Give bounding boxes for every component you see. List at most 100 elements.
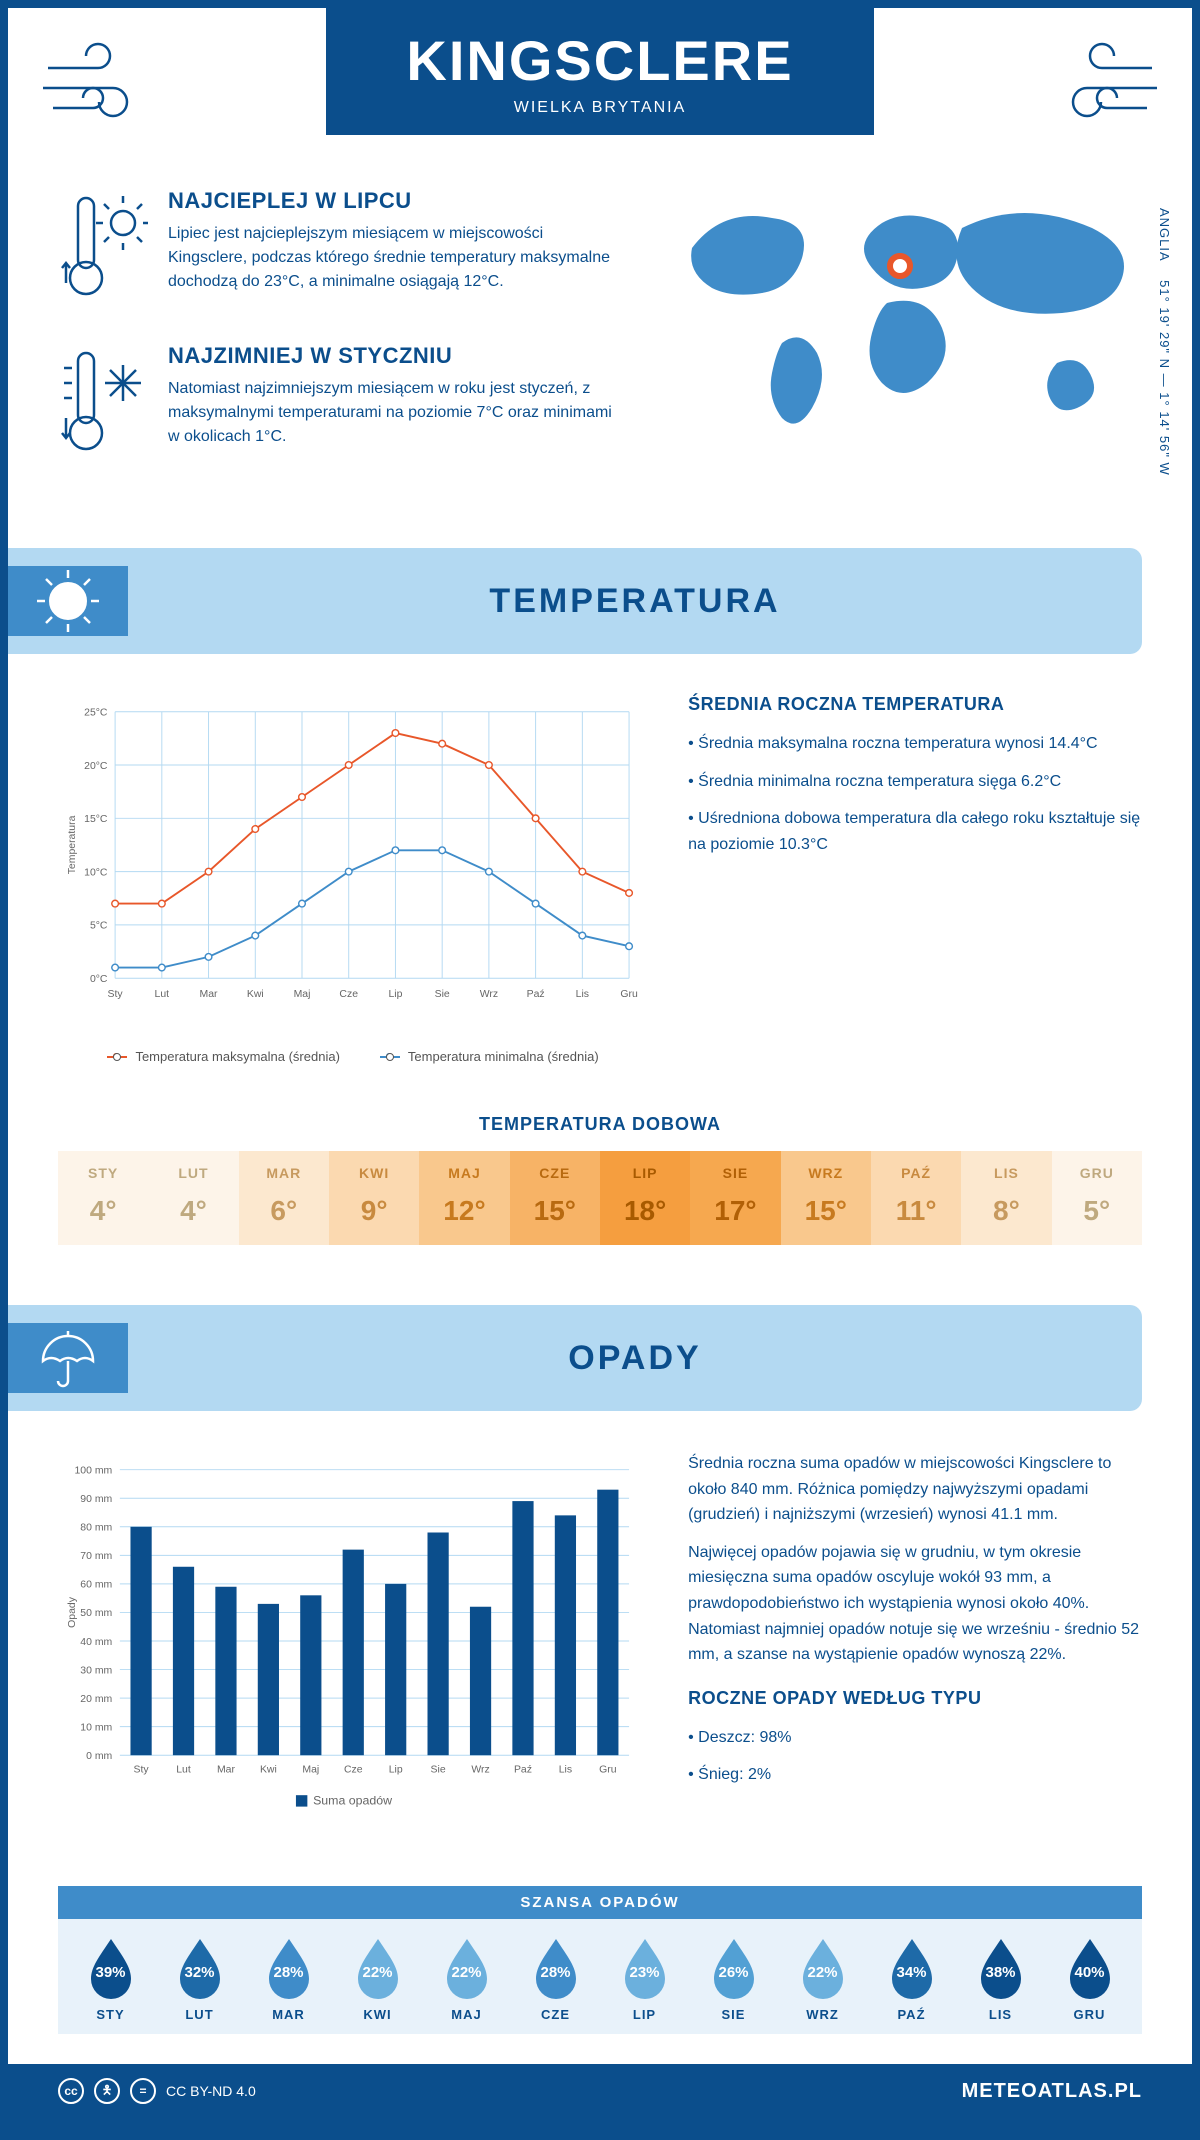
svg-text:Wrz: Wrz bbox=[471, 1764, 489, 1775]
footer: cc 🯅 = CC BY-ND 4.0 METEOATLAS.PL bbox=[8, 2064, 1192, 2118]
svg-text:Lip: Lip bbox=[388, 989, 402, 1000]
precip-chance-cell: 38% LIS bbox=[956, 1935, 1045, 2022]
precip-type-item: Śnieg: 2% bbox=[688, 1762, 1142, 1788]
coldest-summary: NAJZIMNIEJ W STYCZNIU Natomiast najzimni… bbox=[58, 343, 622, 468]
chance-value: 26% bbox=[718, 1964, 748, 1981]
svg-text:Lut: Lut bbox=[155, 989, 170, 1000]
warmest-text: Lipiec jest najcieplejszym miesiącem w m… bbox=[168, 222, 622, 294]
warmest-title: NAJCIEPLEJ W LIPCU bbox=[168, 188, 622, 214]
temperature-chart: 0°C5°C10°C15°C20°C25°CStyLutMarKwiMajCze… bbox=[58, 694, 648, 1064]
country-subtitle: WIELKA BRYTANIA bbox=[406, 99, 793, 117]
chance-value: 39% bbox=[95, 1964, 125, 1981]
thermometer-hot-icon bbox=[58, 188, 148, 313]
svg-text:Paź: Paź bbox=[514, 1764, 532, 1775]
svg-text:90 mm: 90 mm bbox=[80, 1494, 112, 1505]
chance-value: 22% bbox=[451, 1964, 481, 1981]
precip-chance-cell: 40% GRU bbox=[1045, 1935, 1134, 2022]
svg-text:Paź: Paź bbox=[527, 989, 545, 1000]
svg-text:Lis: Lis bbox=[559, 1764, 572, 1775]
precip-type-heading: ROCZNE OPADY WEDŁUG TYPU bbox=[688, 1688, 1142, 1709]
svg-text:Lip: Lip bbox=[389, 1764, 403, 1775]
svg-text:80 mm: 80 mm bbox=[80, 1523, 112, 1534]
legend-item: Temperatura maksymalna (średnia) bbox=[107, 1049, 339, 1064]
month-label: CZE bbox=[511, 2007, 600, 2022]
svg-text:Sie: Sie bbox=[435, 989, 450, 1000]
temp-text-heading: ŚREDNIA ROCZNA TEMPERATURA bbox=[688, 694, 1142, 715]
svg-text:Gru: Gru bbox=[599, 1764, 617, 1775]
chance-value: 22% bbox=[807, 1964, 837, 1981]
month-label: PAŹ bbox=[871, 1165, 961, 1181]
chance-value: 38% bbox=[985, 1964, 1015, 1981]
svg-text:Sie: Sie bbox=[431, 1764, 446, 1775]
temp-value: 6° bbox=[239, 1195, 329, 1227]
intro-row: NAJCIEPLEJ W LIPCU Lipiec jest najcieple… bbox=[8, 178, 1192, 528]
legend-item: Temperatura minimalna (średnia) bbox=[380, 1049, 599, 1064]
precip-chance-cell: 34% PAŹ bbox=[867, 1935, 956, 2022]
svg-text:Lis: Lis bbox=[576, 989, 589, 1000]
svg-text:Wrz: Wrz bbox=[480, 989, 498, 1000]
daily-temp-cell: MAR 6° bbox=[239, 1151, 329, 1245]
temp-value: 15° bbox=[510, 1195, 600, 1227]
svg-text:Temperatura: Temperatura bbox=[67, 815, 78, 874]
month-label: CZE bbox=[510, 1165, 600, 1181]
chance-value: 40% bbox=[1074, 1964, 1104, 1981]
raindrop-icon: 22% bbox=[352, 1935, 404, 1999]
month-label: SIE bbox=[690, 1165, 780, 1181]
chance-value: 28% bbox=[540, 1964, 570, 1981]
title-banner: KINGSCLERE WIELKA BRYTANIA bbox=[326, 8, 873, 135]
warmest-summary: NAJCIEPLEJ W LIPCU Lipiec jest najcieple… bbox=[58, 188, 622, 313]
svg-text:Kwi: Kwi bbox=[247, 989, 264, 1000]
precip-chance-cell: 22% KWI bbox=[333, 1935, 422, 2022]
svg-text:10 mm: 10 mm bbox=[80, 1722, 112, 1733]
svg-text:15°C: 15°C bbox=[84, 814, 108, 825]
daily-temp-cell: GRU 5° bbox=[1052, 1151, 1142, 1245]
month-label: MAJ bbox=[419, 1165, 509, 1181]
temp-value: 11° bbox=[871, 1195, 961, 1227]
coldest-text: Natomiast najzimniejszym miesiącem w rok… bbox=[168, 377, 622, 449]
precipitation-heading: OPADY bbox=[128, 1339, 1142, 1378]
temperature-content: 0°C5°C10°C15°C20°C25°CStyLutMarKwiMajCze… bbox=[8, 684, 1192, 1094]
svg-text:100 mm: 100 mm bbox=[74, 1465, 112, 1476]
temp-value: 15° bbox=[781, 1195, 871, 1227]
raindrop-icon: 39% bbox=[85, 1935, 137, 1999]
svg-text:Gru: Gru bbox=[620, 989, 638, 1000]
month-label: KWI bbox=[333, 2007, 422, 2022]
month-label: KWI bbox=[329, 1165, 419, 1181]
map-container: ANGLIA 51° 19' 29" N — 1° 14' 56" W bbox=[662, 188, 1142, 498]
wind-icon bbox=[1032, 38, 1162, 133]
license-block: cc 🯅 = CC BY-ND 4.0 bbox=[58, 2078, 256, 2104]
svg-text:5°C: 5°C bbox=[90, 921, 108, 932]
svg-text:Cze: Cze bbox=[344, 1764, 363, 1775]
temp-value: 4° bbox=[58, 1195, 148, 1227]
svg-text:30 mm: 30 mm bbox=[80, 1665, 112, 1676]
chance-value: 34% bbox=[896, 1964, 926, 1981]
temperature-heading: TEMPERATURA bbox=[128, 582, 1142, 621]
precip-chance-cell: 32% LUT bbox=[155, 1935, 244, 2022]
precip-chance-cell: 23% LIP bbox=[600, 1935, 689, 2022]
daily-temp-cell: WRZ 15° bbox=[781, 1151, 871, 1245]
temp-value: 9° bbox=[329, 1195, 419, 1227]
city-title: KINGSCLERE bbox=[406, 28, 793, 93]
svg-text:Mar: Mar bbox=[200, 989, 219, 1000]
intro-summaries: NAJCIEPLEJ W LIPCU Lipiec jest najcieple… bbox=[58, 188, 622, 498]
month-label: WRZ bbox=[778, 2007, 867, 2022]
precip-type-item: Deszcz: 98% bbox=[688, 1725, 1142, 1751]
precip-chance-title: SZANSA OPADÓW bbox=[58, 1886, 1142, 1919]
lon-label: 1° 14' 56" W bbox=[1157, 392, 1172, 476]
thermometer-cold-icon bbox=[58, 343, 148, 468]
month-label: SIE bbox=[689, 2007, 778, 2022]
month-label: LIS bbox=[956, 2007, 1045, 2022]
lat-label: 51° 19' 29" N bbox=[1157, 280, 1172, 369]
svg-text:70 mm: 70 mm bbox=[80, 1551, 112, 1562]
svg-text:40 mm: 40 mm bbox=[80, 1637, 112, 1648]
precip-chance-cell: 22% WRZ bbox=[778, 1935, 867, 2022]
month-label: STY bbox=[66, 2007, 155, 2022]
daily-temp-cell: KWI 9° bbox=[329, 1151, 419, 1245]
chance-value: 28% bbox=[273, 1964, 303, 1981]
temp-value: 12° bbox=[419, 1195, 509, 1227]
month-label: MAJ bbox=[422, 2007, 511, 2022]
precipitation-text: Średnia roczna suma opadów w miejscowośc… bbox=[688, 1451, 1142, 1836]
svg-text:Maj: Maj bbox=[294, 989, 311, 1000]
daily-temp-cell: PAŹ 11° bbox=[871, 1151, 961, 1245]
precipitation-section-header: OPADY bbox=[8, 1305, 1142, 1411]
